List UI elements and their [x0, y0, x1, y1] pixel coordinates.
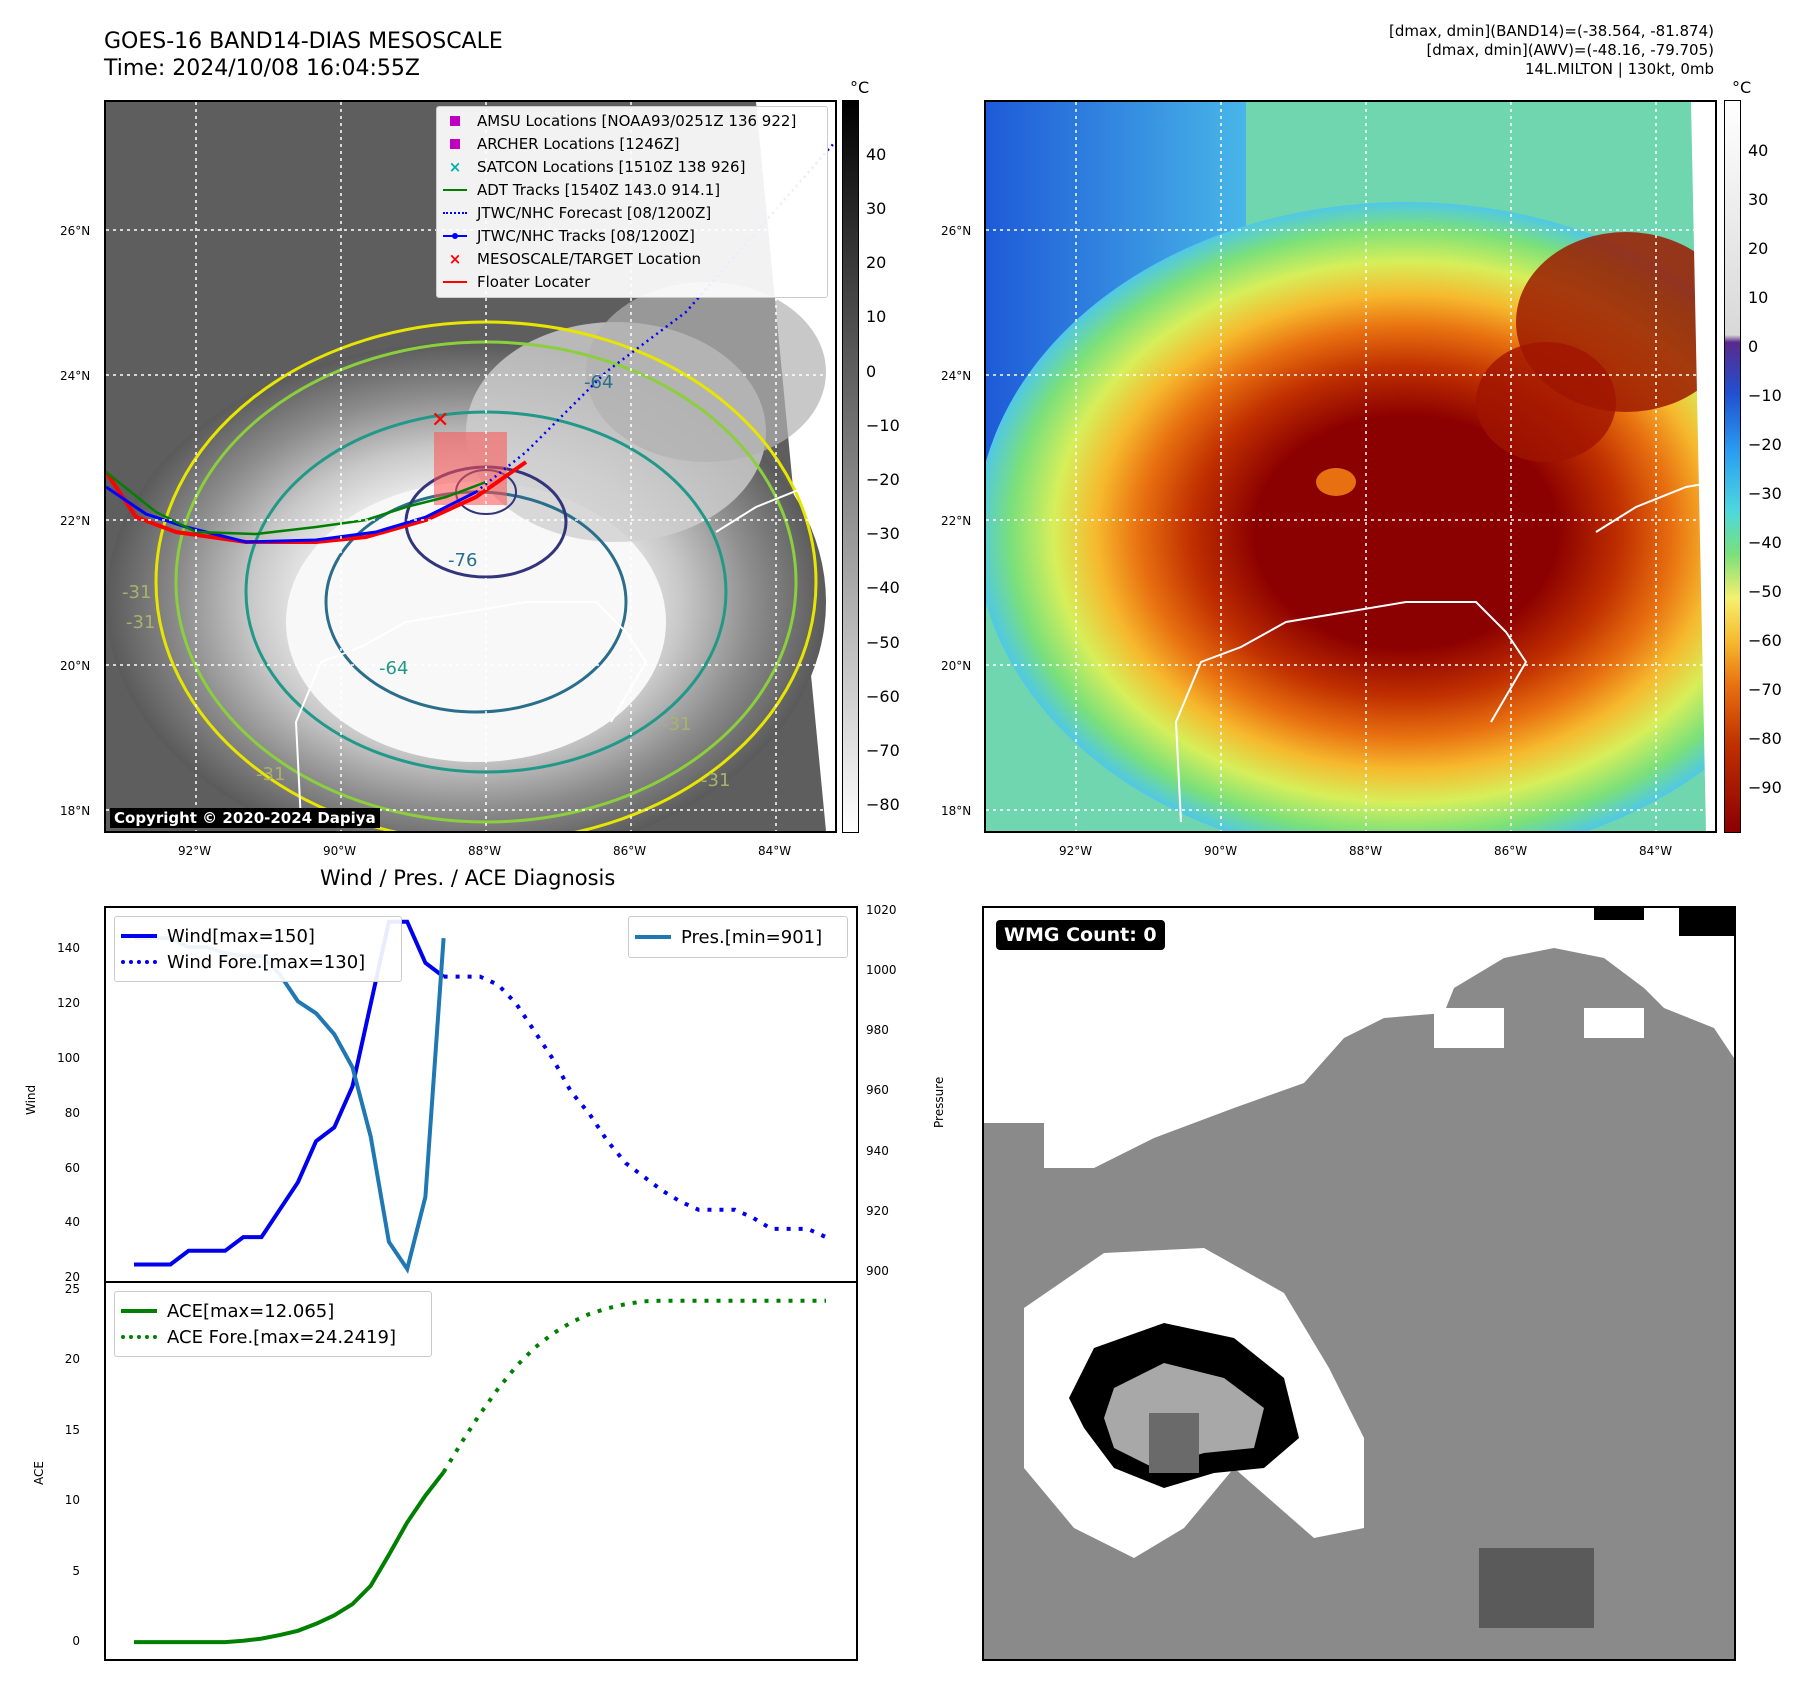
map-legend: AMSU Locations [NOAA93/0251Z 136 922] AR…	[436, 106, 828, 298]
line-icon	[121, 1309, 157, 1313]
jtwc-forecast-track	[475, 141, 835, 493]
dotted-line-icon	[443, 212, 467, 214]
right-colorbar	[1724, 100, 1741, 833]
legend-item-archer: ARCHER Locations [1246Z]	[443, 133, 680, 155]
axis-tick: 980	[866, 1023, 889, 1038]
contour-label-e: -31	[662, 714, 692, 735]
right-color-map	[984, 100, 1717, 833]
ace-plot	[134, 1298, 826, 1645]
axis-tick: 940	[866, 1143, 889, 1158]
adt-track	[106, 471, 487, 536]
pressure-axis-label: Pressure	[932, 1076, 946, 1128]
target-box	[434, 432, 507, 505]
pressure-legend: Pres.[min=901]	[628, 916, 848, 958]
left-colorbar-unit: °C	[850, 78, 870, 97]
title-line-1: GOES-16 BAND14-DIAS MESOSCALE	[104, 29, 503, 54]
axis-tick: 15	[64, 1422, 80, 1437]
axis-tick: 5	[72, 1563, 80, 1578]
wind-legend: Wind[max=150] Wind Fore.[max=130]	[114, 916, 402, 982]
wmg-panel: WMG Count: 0	[982, 906, 1736, 1661]
wmg-imagery	[984, 908, 1734, 1659]
copyright-label: Copyright © 2020-2024 Dapiya	[110, 808, 380, 828]
axis-tick: 80	[64, 1105, 80, 1120]
series-line-pressure-0	[134, 936, 446, 1274]
axis-tick: 1000	[866, 963, 897, 978]
legend-item-wind-fore: Wind Fore.[max=130]	[121, 951, 365, 973]
info-line-1: [dmax, dmin](BAND14)=(-38.564, -81.874)	[1389, 22, 1714, 40]
line-icon	[121, 934, 157, 938]
legend-item-adt: ADT Tracks [1540Z 143.0 914.1]	[443, 179, 720, 201]
line-icon	[443, 189, 467, 191]
left-ir-map: ✕ -64 -76 -64 -31 -31 -31 -31 -31 AMSU L…	[104, 100, 837, 833]
series-line-ace-1	[441, 1298, 826, 1474]
legend-item-jtwc: JTWC/NHC Tracks [08/1200Z]	[443, 225, 695, 247]
legend-item-ace: ACE[max=12.065]	[121, 1300, 334, 1322]
axis-tick: 140	[57, 941, 80, 956]
axis-tick: 920	[866, 1203, 889, 1218]
line-icon	[635, 935, 671, 939]
axis-tick: 20	[64, 1270, 80, 1285]
wmg-count-label: WMG Count: 0	[996, 920, 1165, 950]
square-icon	[450, 139, 460, 149]
contour-label-f: -31	[701, 770, 731, 791]
dotted-line-icon	[121, 960, 157, 964]
ace-panel: ACE[max=12.065] ACE Fore.[max=24.2419]	[104, 1281, 858, 1661]
wind-pressure-panel: Wind[max=150] Wind Fore.[max=130] Pres.[…	[104, 906, 858, 1283]
diagnosis-title: Wind / Pres. / ACE Diagnosis	[320, 866, 616, 890]
contour-label-b: -76	[448, 550, 478, 571]
left-colorbar	[842, 100, 859, 833]
wind-axis-label: Wind	[24, 1084, 38, 1115]
axis-tick: 120	[57, 995, 80, 1010]
axis-tick: 100	[57, 1050, 80, 1065]
contour-label-c: -64	[379, 658, 409, 679]
target-marker: ✕	[431, 408, 449, 433]
contour-label-d: -31	[122, 582, 152, 603]
ace-axis-label: ACE	[32, 1461, 46, 1485]
legend-item-pressure: Pres.[min=901]	[635, 926, 822, 948]
axis-tick: 10	[64, 1493, 80, 1508]
axis-tick: 20	[64, 1352, 80, 1367]
axis-tick: 960	[866, 1083, 889, 1098]
right-colorbar-unit: °C	[1732, 78, 1752, 97]
legend-item-ace-fore: ACE Fore.[max=24.2419]	[121, 1326, 396, 1348]
info-line-2: [dmax, dmin](AWV)=(-48.16, -79.705)	[1426, 41, 1714, 59]
legend-item-floater: Floater Locater	[443, 271, 590, 293]
legend-item-wind: Wind[max=150]	[121, 925, 315, 947]
legend-item-satcon: × SATCON Locations [1510Z 138 926]	[443, 156, 746, 178]
x-icon: ×	[448, 158, 462, 176]
contour-label-g: -31	[256, 764, 286, 785]
axis-tick: 25	[64, 1282, 80, 1297]
axis-tick: 60	[64, 1160, 80, 1175]
jtwc-track	[106, 485, 477, 544]
stats-info: [dmax, dmin](BAND14)=(-38.564, -81.874) …	[1389, 22, 1714, 79]
axis-tick: 1020	[866, 903, 897, 917]
x-icon: ×	[448, 250, 462, 268]
dotted-line-icon	[121, 1335, 157, 1339]
axis-tick: 0	[72, 1634, 80, 1649]
axis-tick: 900	[866, 1263, 889, 1278]
info-line-3: 14L.MILTON | 130kt, 0mb	[1524, 60, 1714, 78]
contour-label-a: -64	[584, 372, 614, 393]
legend-item-amsu: AMSU Locations [NOAA93/0251Z 136 922]	[443, 110, 796, 132]
legend-item-target: × MESOSCALE/TARGET Location	[443, 248, 701, 270]
series-line-wind-1	[443, 974, 827, 1239]
enhanced-imagery	[986, 102, 1715, 831]
floater-track	[106, 460, 528, 544]
square-icon	[450, 116, 460, 126]
line-icon	[443, 281, 467, 283]
axis-tick: 40	[64, 1215, 80, 1230]
contour-label-h: -31	[126, 612, 156, 633]
figure-title: GOES-16 BAND14-DIAS MESOSCALE Time: 2024…	[104, 28, 503, 82]
series-line-ace-0	[134, 1470, 446, 1645]
title-line-2: Time: 2024/10/08 16:04:55Z	[104, 56, 420, 81]
ace-legend: ACE[max=12.065] ACE Fore.[max=24.2419]	[114, 1291, 432, 1357]
legend-item-forecast: JTWC/NHC Forecast [08/1200Z]	[443, 202, 711, 224]
